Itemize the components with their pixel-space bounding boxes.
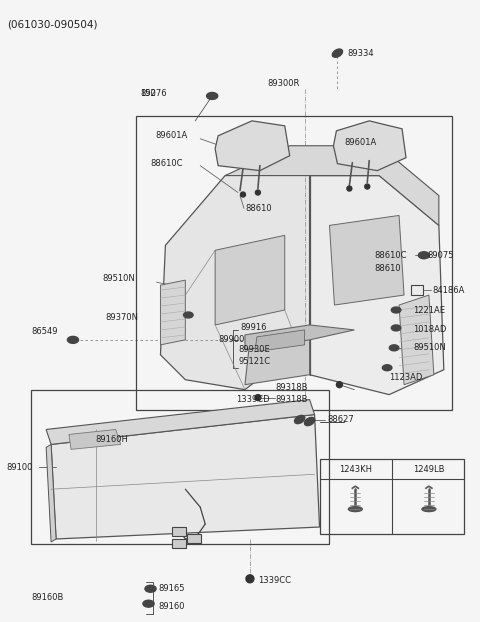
Text: 89900: 89900 (218, 335, 244, 345)
Ellipse shape (383, 364, 392, 371)
Bar (187, 534, 201, 543)
Text: 89076: 89076 (141, 90, 167, 98)
Ellipse shape (295, 415, 305, 424)
Polygon shape (46, 444, 56, 542)
Text: 89510N: 89510N (413, 343, 446, 352)
Text: 1339CD: 1339CD (236, 395, 270, 404)
Polygon shape (310, 175, 444, 394)
Text: 89930E: 89930E (238, 345, 270, 355)
Text: 1221AE: 1221AE (413, 305, 445, 315)
Text: 89318B: 89318B (276, 395, 308, 404)
Text: 88610: 88610 (245, 204, 272, 213)
Circle shape (336, 382, 342, 388)
Text: (061030-090504): (061030-090504) (7, 19, 98, 29)
Circle shape (246, 575, 254, 583)
Ellipse shape (206, 93, 218, 100)
Ellipse shape (348, 507, 362, 512)
Ellipse shape (183, 312, 193, 318)
Ellipse shape (332, 49, 343, 57)
Text: 88610C: 88610C (374, 251, 407, 260)
Text: 89601A: 89601A (344, 138, 377, 147)
Polygon shape (160, 165, 310, 389)
Text: 1123AD: 1123AD (389, 373, 422, 382)
Ellipse shape (391, 307, 401, 313)
Text: 86549: 86549 (31, 327, 58, 337)
Polygon shape (69, 429, 120, 449)
Polygon shape (51, 414, 320, 539)
Ellipse shape (143, 600, 154, 607)
Text: 84186A: 84186A (432, 285, 464, 295)
Text: 1339CC: 1339CC (258, 577, 291, 585)
Text: 88610: 88610 (374, 264, 401, 272)
Polygon shape (225, 146, 439, 225)
Text: 89165: 89165 (158, 584, 185, 593)
Polygon shape (329, 215, 404, 305)
Ellipse shape (67, 337, 79, 343)
Bar (172, 539, 186, 548)
Polygon shape (46, 399, 314, 444)
Text: 88627: 88627 (327, 415, 354, 424)
Polygon shape (245, 325, 354, 350)
Text: 89300R: 89300R (268, 78, 300, 88)
Polygon shape (399, 295, 434, 384)
Text: 1018AD: 1018AD (413, 325, 446, 335)
Circle shape (365, 184, 370, 189)
Text: 89160H: 89160H (96, 435, 129, 444)
Text: 89916: 89916 (240, 323, 266, 332)
Bar (136, 116, 452, 409)
Text: 1249LB: 1249LB (413, 465, 444, 474)
Text: 88610C: 88610C (151, 159, 183, 168)
Bar (411, 285, 423, 295)
Ellipse shape (145, 585, 156, 592)
Text: 95121C: 95121C (238, 357, 270, 366)
Text: 89370N: 89370N (106, 313, 139, 322)
Bar (172, 527, 186, 536)
Ellipse shape (389, 345, 399, 351)
Bar (320, 459, 464, 534)
Text: 1243KH: 1243KH (339, 465, 372, 474)
Circle shape (347, 186, 352, 191)
Text: 89510N: 89510N (103, 274, 135, 282)
Polygon shape (245, 330, 310, 384)
Bar (31, 389, 329, 544)
Text: 89075: 89075 (427, 251, 454, 260)
Text: 89160: 89160 (158, 602, 185, 611)
Text: 89334: 89334 (348, 49, 374, 58)
Ellipse shape (391, 325, 401, 331)
Text: 89100: 89100 (6, 463, 33, 472)
Text: 89601A: 89601A (156, 131, 188, 141)
Polygon shape (255, 330, 305, 352)
Circle shape (255, 190, 260, 195)
Polygon shape (215, 121, 290, 170)
Text: 89160B: 89160B (31, 593, 63, 602)
Circle shape (255, 394, 261, 401)
Circle shape (240, 192, 245, 197)
Polygon shape (334, 121, 406, 170)
Ellipse shape (419, 252, 430, 259)
Ellipse shape (422, 507, 436, 512)
Polygon shape (215, 235, 285, 325)
Ellipse shape (304, 417, 315, 425)
Polygon shape (160, 280, 185, 345)
Text: 152: 152 (141, 90, 156, 98)
Text: 89318B: 89318B (276, 383, 308, 392)
